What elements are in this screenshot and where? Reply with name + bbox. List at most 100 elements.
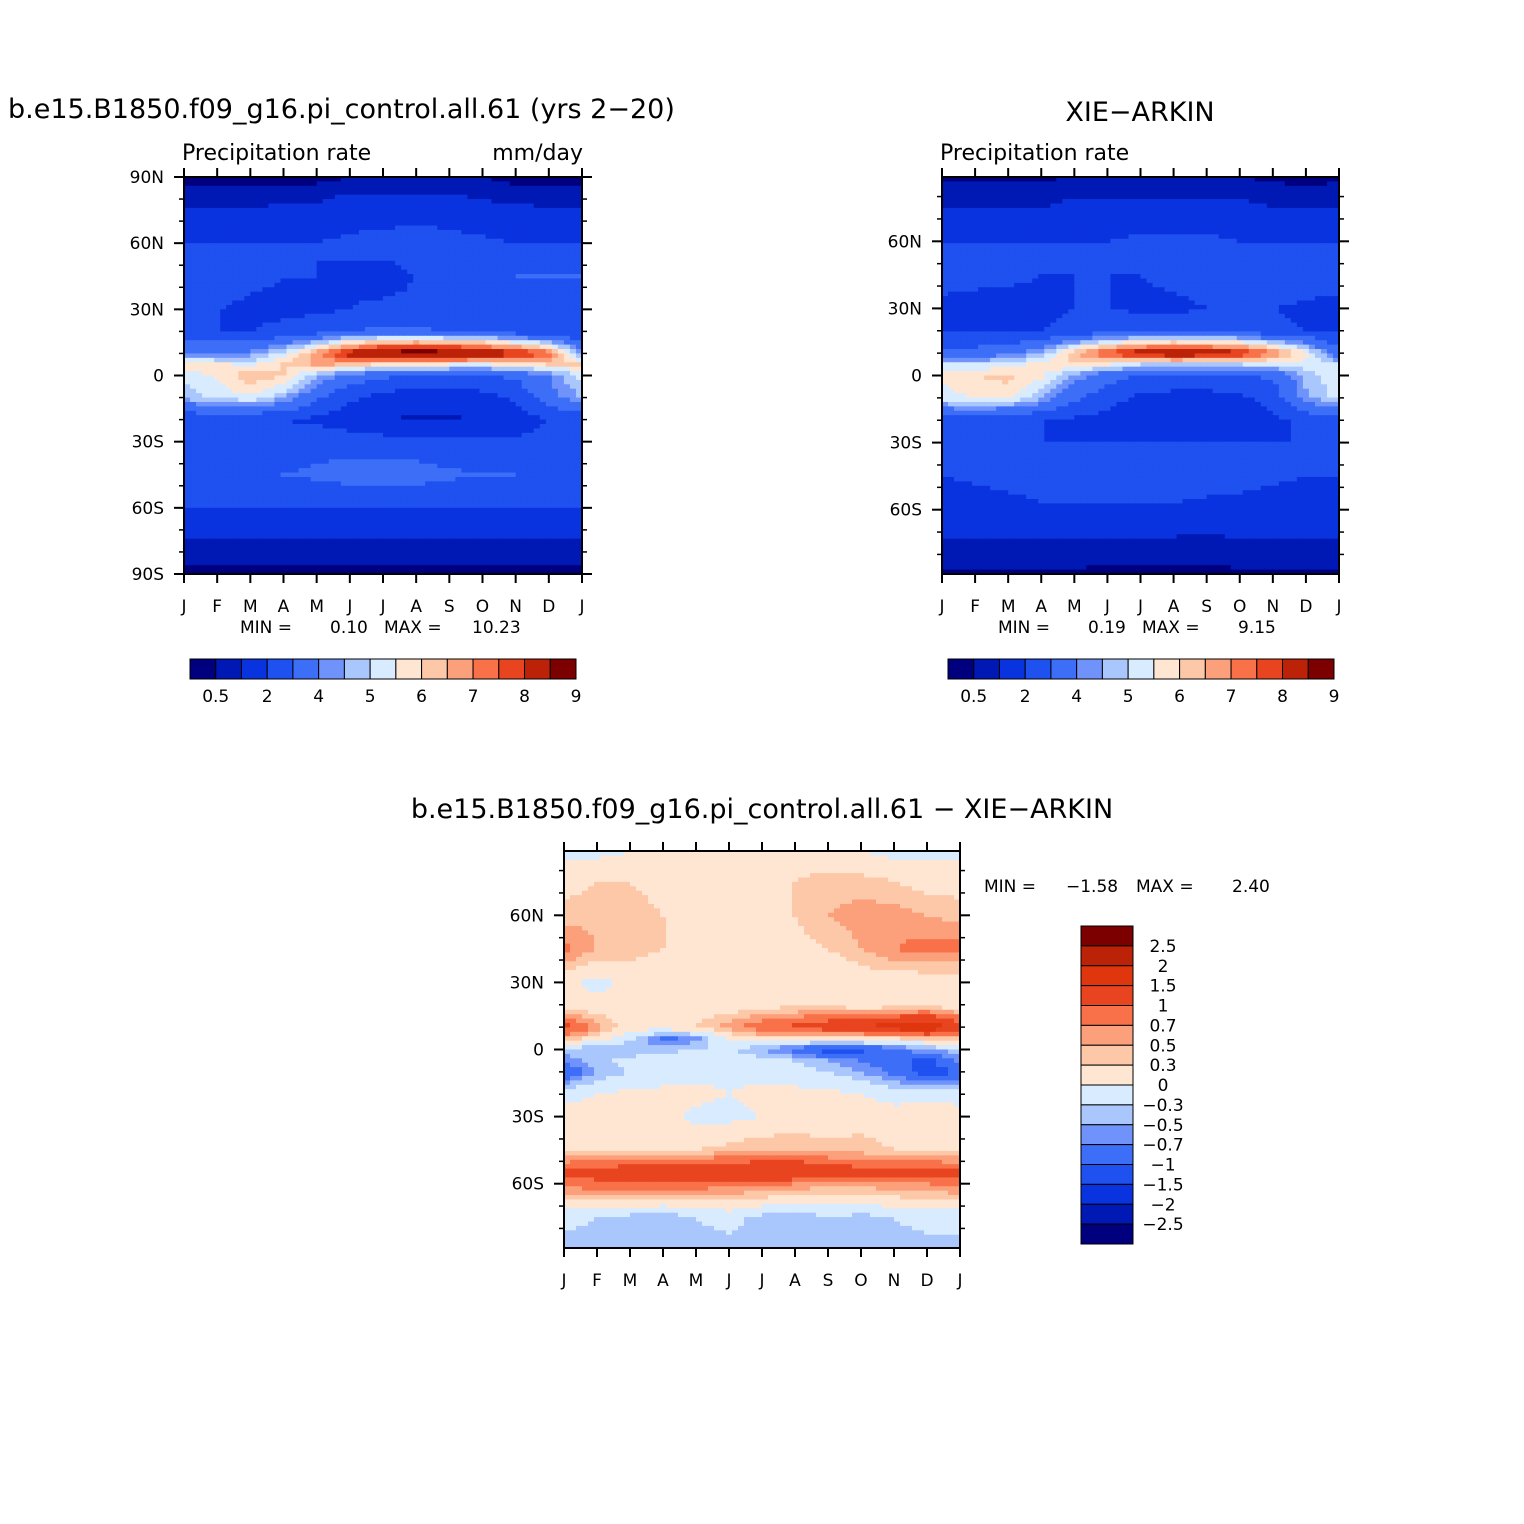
heatmap-cell: [557, 468, 565, 474]
heatmap-cell: [509, 401, 517, 407]
heatmap-cell: [431, 485, 438, 491]
heatmap-cell: [407, 199, 414, 205]
heatmap-cell: [515, 300, 523, 306]
heatmap-cell: [455, 494, 462, 500]
heatmap-cell: [214, 499, 221, 505]
heatmap-cell: [503, 238, 511, 244]
heatmap-cell: [533, 454, 541, 460]
heatmap-cell: [376, 282, 384, 288]
heatmap-cell: [461, 287, 469, 293]
heatmap-cell: [340, 384, 348, 390]
heatmap-cell: [425, 454, 432, 460]
heatmap-cell: [443, 349, 450, 355]
heatmap-cell: [389, 379, 396, 385]
heatmap-cell: [395, 300, 402, 306]
heatmap-cell: [497, 269, 505, 275]
heatmap-cell: [467, 459, 475, 465]
heatmap-cell: [232, 415, 239, 421]
heatmap-cell: [220, 441, 227, 447]
heatmap-cell: [437, 185, 444, 191]
heatmap-cell: [389, 450, 396, 456]
heatmap-cell: [539, 287, 547, 293]
heatmap-cell: [286, 229, 294, 235]
heatmap-cell: [304, 437, 312, 443]
heatmap-cell: [515, 247, 523, 253]
heatmap-cell: [545, 406, 553, 412]
heatmap-cell: [425, 251, 432, 257]
heatmap-cell: [244, 243, 251, 249]
heatmap-cell: [298, 384, 306, 390]
heatmap-cell: [443, 401, 450, 407]
heatmap-cell: [449, 476, 456, 482]
heatmap-cell: [383, 190, 390, 196]
heatmap-cell: [352, 331, 360, 337]
heatmap-cell: [202, 247, 209, 253]
heatmap-cell: [551, 375, 559, 381]
heatmap-cell: [485, 340, 493, 346]
heatmap-cell: [485, 485, 493, 491]
heatmap-cell: [569, 203, 577, 209]
heatmap-cell: [509, 428, 517, 434]
heatmap-cell: [232, 419, 239, 425]
heatmap-cell: [202, 185, 209, 191]
heatmap-cell: [425, 472, 432, 478]
heatmap-cell: [395, 353, 402, 359]
heatmap-cell: [467, 419, 475, 425]
heatmap-cell: [316, 503, 324, 509]
heatmap-cell: [509, 322, 517, 328]
heatmap-cell: [467, 326, 475, 332]
heatmap-cell: [322, 366, 330, 372]
heatmap-cell: [256, 256, 263, 262]
heatmap-cell: [298, 203, 306, 209]
heatmap-cell: [340, 375, 348, 381]
heatmap-cell: [220, 353, 227, 359]
heatmap-cell: [497, 177, 505, 183]
heatmap-cell: [413, 274, 420, 280]
heatmap-cell: [533, 207, 541, 213]
heatmap-cell: [479, 494, 487, 500]
heatmap-cell: [431, 185, 438, 191]
heatmap-cell: [413, 424, 420, 430]
heatmap-cell: [370, 494, 378, 500]
heatmap-cell: [304, 278, 312, 284]
heatmap-cell: [443, 234, 450, 240]
heatmap-cell: [545, 282, 553, 288]
heatmap-cell: [383, 371, 390, 377]
heatmap-cell: [292, 304, 300, 310]
heatmap-cell: [190, 344, 197, 350]
heatmap-cell: [485, 234, 493, 240]
heatmap-cell: [334, 362, 342, 368]
heatmap-cell: [551, 234, 559, 240]
heatmap-cell: [419, 454, 426, 460]
heatmap-cell: [551, 177, 559, 183]
heatmap-cell: [479, 446, 487, 452]
heatmap-cell: [274, 274, 282, 280]
heatmap-cell: [425, 199, 432, 205]
heatmap-cell: [431, 229, 438, 235]
heatmap-cell: [340, 207, 348, 213]
heatmap-cell: [575, 357, 583, 363]
heatmap-cell: [461, 340, 469, 346]
heatmap-cell: [431, 260, 438, 266]
heatmap-cell: [407, 326, 414, 332]
heatmap-cell: [334, 468, 342, 474]
heatmap-cell: [479, 375, 487, 381]
heatmap-cell: [497, 393, 505, 399]
heatmap-cell: [322, 344, 330, 350]
heatmap-cell: [539, 424, 547, 430]
heatmap-cell: [340, 463, 348, 469]
heatmap-cell: [286, 428, 294, 434]
heatmap-cell: [521, 229, 529, 235]
heatmap-cell: [190, 437, 197, 443]
heatmap-cell: [401, 260, 408, 266]
heatmap-cell: [274, 450, 282, 456]
heatmap-cell: [190, 441, 197, 447]
heatmap-cell: [292, 313, 300, 319]
heatmap-cell: [389, 265, 396, 271]
heatmap-cell: [461, 397, 469, 403]
heatmap-cell: [413, 388, 420, 394]
heatmap-cell: [539, 437, 547, 443]
heatmap-cell: [419, 507, 426, 513]
heatmap-cell: [328, 243, 336, 249]
heatmap-cell: [292, 265, 300, 271]
